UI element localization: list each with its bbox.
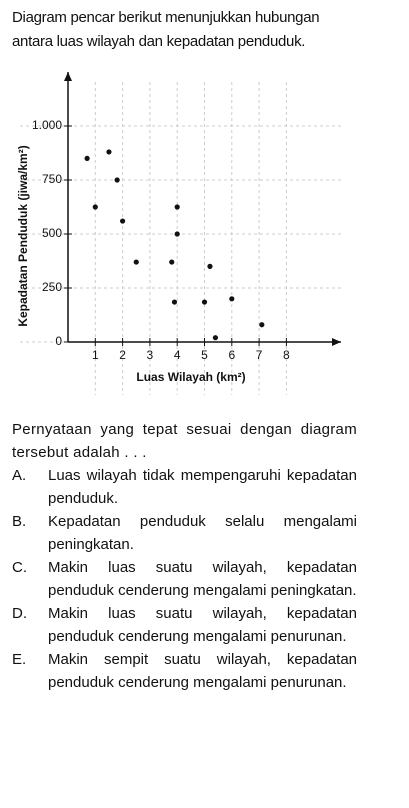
options: A. Luas wilayah tidak mempengaruhi kepada… [12, 464, 357, 694]
x-tick-label: 8 [283, 348, 290, 362]
x-tick-label: 1 [92, 348, 99, 362]
data-point [120, 218, 126, 224]
data-point [114, 177, 120, 183]
x-axis-arrow [332, 338, 341, 346]
question: Pernyataan yang tepat sesuai dengan diag… [12, 421, 357, 461]
question-block: Pernyataan yang tepat sesuai dengan diag… [12, 418, 357, 694]
option-letter: D. [12, 605, 27, 622]
data-point [84, 155, 90, 161]
y-axis-label: Kepadatan Penduduk (jiwa/km²) [16, 145, 30, 326]
x-tick-label: 2 [119, 348, 126, 362]
intro-text: Diagram pencar berikut menunjukkan hubun… [12, 9, 320, 50]
option-text: Makin luas suatu wilayah, kepadatan pend… [48, 605, 357, 645]
chart: 1 2 3 4 5 6 7 8 0 250 500 750 1.000 Luas Wilayah (km²… [16, 72, 341, 395]
y-tick-label: 0 [55, 334, 62, 348]
option: C. Makin luas suatu wilayah, kepadatan pe… [12, 556, 357, 602]
data-point [207, 263, 213, 269]
data-point [106, 149, 112, 155]
x-tick-label: 7 [256, 348, 263, 362]
option: B. Kepadatan penduduk selalu mengalami pe… [12, 510, 357, 556]
option: A. Luas wilayah tidak mempengaruhi kepada… [12, 464, 357, 510]
option: D. Makin luas suatu wilayah, kepadatan pe… [12, 602, 357, 648]
x-axis-label: Luas Wilayah (km²) [136, 370, 245, 384]
option-text: Kepadatan penduduk selalu mengalami peni… [48, 513, 357, 553]
data-point [229, 296, 235, 302]
option-letter: A. [12, 467, 27, 484]
y-tick-label: 250 [42, 280, 62, 294]
option: E. Makin sempit suatu wilayah, kepadatan … [12, 648, 357, 694]
option-letter: C. [12, 559, 27, 576]
data-point [92, 204, 98, 210]
data-point [259, 322, 265, 328]
data-point [174, 204, 180, 210]
data-point [174, 231, 180, 237]
x-tick-label: 6 [228, 348, 235, 362]
data-point [171, 299, 178, 305]
option-text: Makin sempit suatu wilayah, kepadatan pe… [48, 651, 357, 691]
data-point [169, 259, 175, 265]
y-tick-label: 1.000 [32, 118, 62, 132]
y-axis-arrow [64, 72, 72, 81]
option-text: Luas wilayah tidak mempengaruhi kepadata… [48, 467, 357, 507]
option-letter: B. [12, 513, 27, 530]
option-text: Makin luas suatu wilayah, kepadatan pend… [48, 559, 357, 599]
option-letter: E. [12, 651, 27, 668]
y-tick-label: 750 [42, 172, 62, 186]
x-tick-label: 4 [174, 348, 181, 362]
data-point [133, 259, 139, 265]
y-tick-label: 500 [42, 226, 62, 240]
data-point [212, 335, 219, 341]
x-tick-label: 5 [201, 348, 208, 362]
data-point [201, 299, 208, 305]
x-tick-label: 3 [147, 348, 154, 362]
